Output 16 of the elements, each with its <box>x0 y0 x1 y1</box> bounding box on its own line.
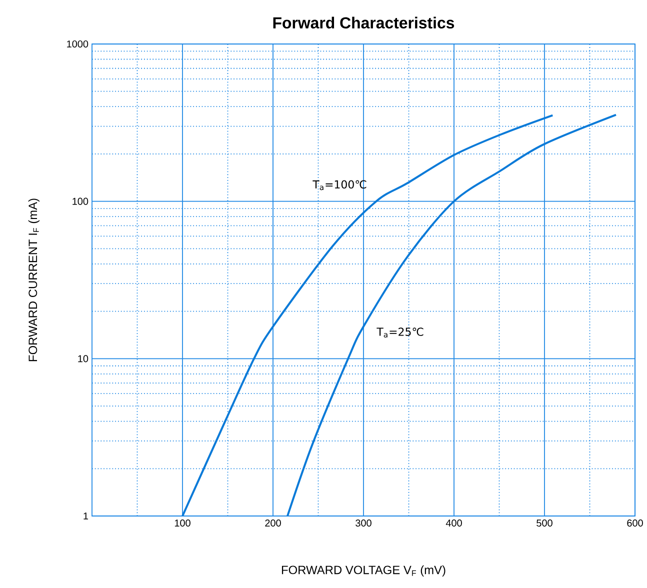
y-tick-label: 1000 <box>67 40 88 48</box>
x-tick-label: 500 <box>536 520 552 527</box>
chart-title: Forward Characteristics <box>273 16 454 28</box>
y-axis-title: FORWARD CURRENT I$_{F}$ (mA) <box>28 198 40 362</box>
x-tick-label: 600 <box>627 520 643 527</box>
y-tick-label: 1 <box>84 512 88 520</box>
y-tick-label: 10 <box>78 355 88 362</box>
line-series <box>182 114 554 516</box>
y-tick-label: 100 <box>72 198 88 205</box>
x-tick-label: 100 <box>174 520 190 527</box>
annotation: T$_{a}$=25℃ <box>376 328 424 338</box>
x-tick-label: 400 <box>446 520 462 527</box>
x-axis-title: FORWARD VOLTAGE V$_{F}$ (mV) <box>282 565 446 577</box>
x-tick-label: 200 <box>265 520 281 527</box>
x-tick-label: 300 <box>356 520 372 527</box>
line-series <box>286 114 617 516</box>
